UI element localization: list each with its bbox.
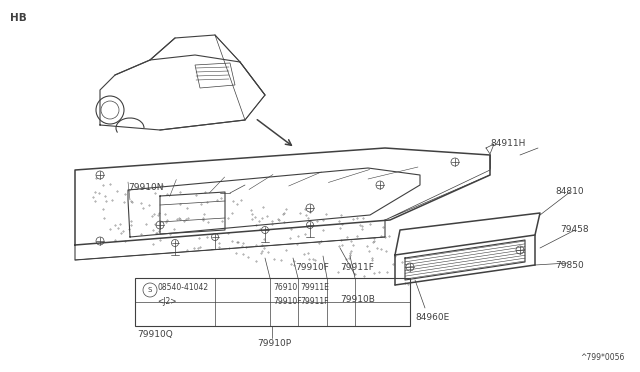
Text: HB: HB [10,13,27,23]
Text: 79458: 79458 [560,225,589,234]
Text: 79911E: 79911E [300,283,329,292]
Text: 84911H: 84911H [490,138,525,148]
Text: 79910Q: 79910Q [137,330,173,339]
Text: S: S [148,287,152,293]
Text: 79910N: 79910N [128,183,163,192]
Text: 08540-41042: 08540-41042 [157,283,208,292]
Text: 84960E: 84960E [415,314,449,323]
Text: 79910F: 79910F [295,263,329,273]
Text: 76910: 76910 [273,283,297,292]
Text: 84810: 84810 [555,187,584,196]
Text: 79850: 79850 [555,260,584,269]
Text: 79911F: 79911F [300,298,328,307]
Text: 79910P: 79910P [257,340,291,349]
Text: 79910F: 79910F [273,298,301,307]
Text: ^799*0056: ^799*0056 [580,353,625,362]
Text: <J2>: <J2> [157,298,177,307]
Text: 79910B: 79910B [340,295,375,305]
Text: 79911F: 79911F [340,263,374,273]
